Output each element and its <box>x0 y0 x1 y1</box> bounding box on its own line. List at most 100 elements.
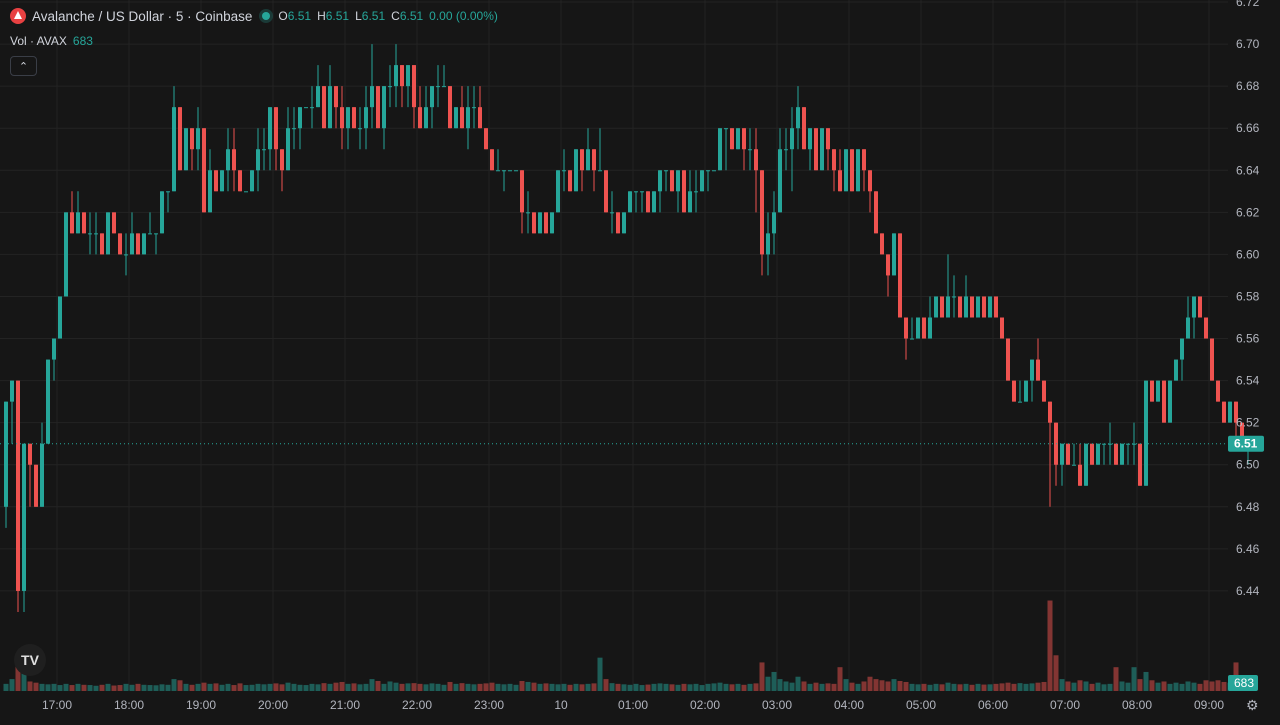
candle-body <box>814 128 818 171</box>
volume-bar <box>423 684 429 691</box>
candle-body <box>946 296 950 318</box>
candle-body <box>1024 380 1028 402</box>
volume-bar <box>723 683 729 691</box>
volume-bar <box>111 685 117 691</box>
volume-bar <box>1137 679 1143 691</box>
candle-body <box>208 170 212 213</box>
volume-bar <box>1023 683 1029 691</box>
candle-body <box>190 128 194 150</box>
volume-bar <box>939 684 945 691</box>
volume-bar <box>597 657 603 691</box>
candle-body <box>526 212 530 214</box>
last-price-label: 6.51 <box>1234 437 1258 451</box>
tradingview-logo-icon[interactable]: TV <box>14 644 46 676</box>
x-axis-tick-label: 20:00 <box>258 698 288 712</box>
candle-body <box>196 128 200 150</box>
volume-bar <box>627 684 633 691</box>
candle-body <box>454 107 458 129</box>
volume-bar <box>621 684 627 691</box>
candle-body <box>382 86 386 129</box>
volume-bar <box>327 683 333 691</box>
candle-body <box>490 149 494 171</box>
volume-bar <box>585 683 591 691</box>
x-axis-tick-label: 06:00 <box>978 698 1008 712</box>
volume-bar <box>1155 682 1161 691</box>
candle-body <box>118 233 122 255</box>
volume-bar <box>633 683 639 691</box>
volume-bar <box>27 681 33 691</box>
volume-bar <box>783 681 789 691</box>
candle-body <box>904 317 908 339</box>
volume-bar <box>69 685 75 691</box>
volume-bar <box>849 682 855 691</box>
candle-body <box>1066 443 1070 465</box>
symbol-title[interactable]: Avalanche / US Dollar · 5 · Coinbase <box>32 8 253 24</box>
candle-body <box>1006 338 1010 381</box>
candle-body <box>76 212 80 234</box>
volume-bar <box>789 682 795 691</box>
candle-body <box>538 212 542 234</box>
volume-bar <box>1113 667 1119 691</box>
volume-bar <box>273 683 279 691</box>
candle-body <box>958 296 962 318</box>
volume-bar <box>591 683 597 691</box>
volume-bar <box>1203 680 1209 691</box>
volume-bar <box>1035 682 1041 691</box>
volume-bar <box>753 683 759 691</box>
volume-bar <box>567 684 573 691</box>
x-axis-tick-label: 09:00 <box>1194 698 1224 712</box>
volume-bar <box>135 683 141 691</box>
volume-bar <box>855 683 861 691</box>
volume-bar <box>699 685 705 691</box>
volume-bar <box>705 683 711 691</box>
volume-bar <box>519 681 525 691</box>
candle-body <box>430 86 434 108</box>
x-axis-tick-label: 01:00 <box>618 698 648 712</box>
close-label: C <box>391 9 400 23</box>
volume-bar <box>543 683 549 691</box>
volume-bar <box>189 684 195 691</box>
candle-body <box>952 296 956 298</box>
candle-body <box>664 170 668 172</box>
volume-bar <box>969 684 975 691</box>
candle-body <box>586 149 590 171</box>
candle-body <box>112 212 116 234</box>
volume-bar <box>465 683 471 691</box>
candle-body <box>514 170 518 172</box>
candle-body <box>910 338 914 340</box>
volume-bar <box>975 683 981 691</box>
volume-bar <box>1071 682 1077 691</box>
candle-body <box>550 212 554 234</box>
y-axis-tick-label: 6.54 <box>1236 374 1260 388</box>
x-axis-tick-label: 23:00 <box>474 698 504 712</box>
volume-bar <box>1083 681 1089 691</box>
volume-bar <box>981 684 987 691</box>
candle-body <box>508 170 512 172</box>
volume-bar <box>897 681 903 691</box>
candle-body <box>988 296 992 318</box>
volume-bar <box>453 683 459 691</box>
volume-bar <box>831 683 837 691</box>
candle-body <box>1000 317 1004 339</box>
candle-body <box>154 233 158 235</box>
volume-bar <box>411 683 417 691</box>
candle-body <box>544 212 548 234</box>
volume-label: Vol · AVAX <box>10 34 67 48</box>
x-axis-tick-label: 03:00 <box>762 698 792 712</box>
volume-bar <box>1077 680 1083 691</box>
candle-body <box>358 128 362 130</box>
candle-body <box>634 191 638 193</box>
volume-bar <box>963 683 969 691</box>
volume-bar <box>915 684 921 691</box>
candle-body <box>202 128 206 213</box>
candle-body <box>64 212 68 297</box>
candle-body <box>286 128 290 171</box>
settings-gear-icon[interactable]: ⚙ <box>1246 697 1259 713</box>
y-axis-tick-label: 6.44 <box>1236 584 1260 598</box>
candle-body <box>1078 464 1082 486</box>
collapse-legend-button[interactable]: ⌃ <box>10 56 37 76</box>
volume-bar <box>417 683 423 691</box>
candle-body <box>250 170 254 192</box>
